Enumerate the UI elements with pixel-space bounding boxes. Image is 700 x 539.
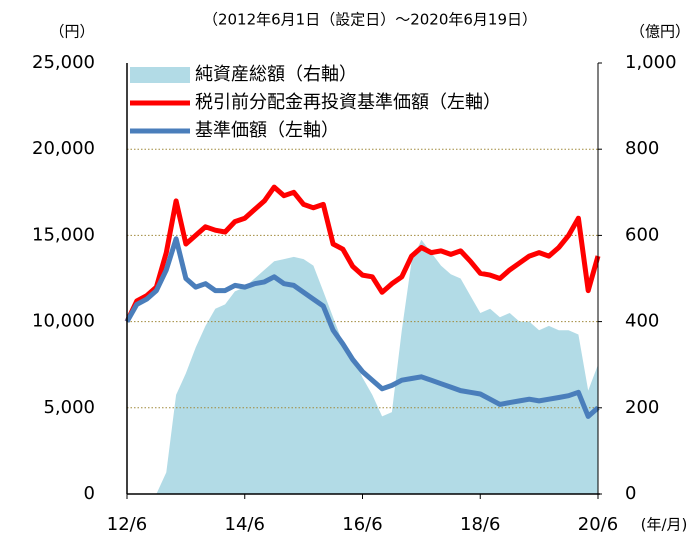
y-tick-label: 5,000	[43, 397, 95, 418]
y2-tick-label: 200	[625, 397, 659, 418]
y2-tick-label: 0	[625, 483, 636, 504]
x-tick-label: 18/6	[460, 514, 500, 535]
area	[127, 239, 598, 494]
legend-label: 税引前分配金再投資基準価額（左軸）	[195, 92, 501, 113]
y2-tick-label: 400	[625, 311, 659, 332]
legend-swatch	[130, 67, 190, 83]
x-tick-label: 16/6	[342, 514, 382, 535]
y-tick-label: 0	[84, 483, 95, 504]
y2-tick-label: 800	[625, 138, 659, 159]
legend-label: 基準価額（左軸）	[195, 120, 339, 141]
y2-tick-label: 600	[625, 224, 659, 245]
x-tick-label: 14/6	[225, 514, 265, 535]
y-tick-label: 15,000	[32, 224, 95, 245]
y-tick-label: 10,000	[32, 311, 95, 332]
x-unit: (年/月)	[641, 516, 688, 534]
line	[124, 236, 600, 419]
y-tick-label: 25,000	[32, 52, 95, 73]
x-tick-label: 12/6	[107, 514, 147, 535]
y-unit: （円）	[49, 23, 94, 41]
chart-subtitle: （2012年6月1日（設定日）～2020年6月19日）	[203, 11, 537, 29]
line	[124, 184, 601, 323]
y2-unit: （億円）	[630, 23, 690, 41]
y2-tick-label: 1,000	[625, 52, 677, 73]
x-tick-label: 20/6	[578, 514, 618, 535]
y-tick-label: 20,000	[32, 138, 95, 159]
legend-label: 純資産総額（右軸）	[195, 64, 357, 85]
